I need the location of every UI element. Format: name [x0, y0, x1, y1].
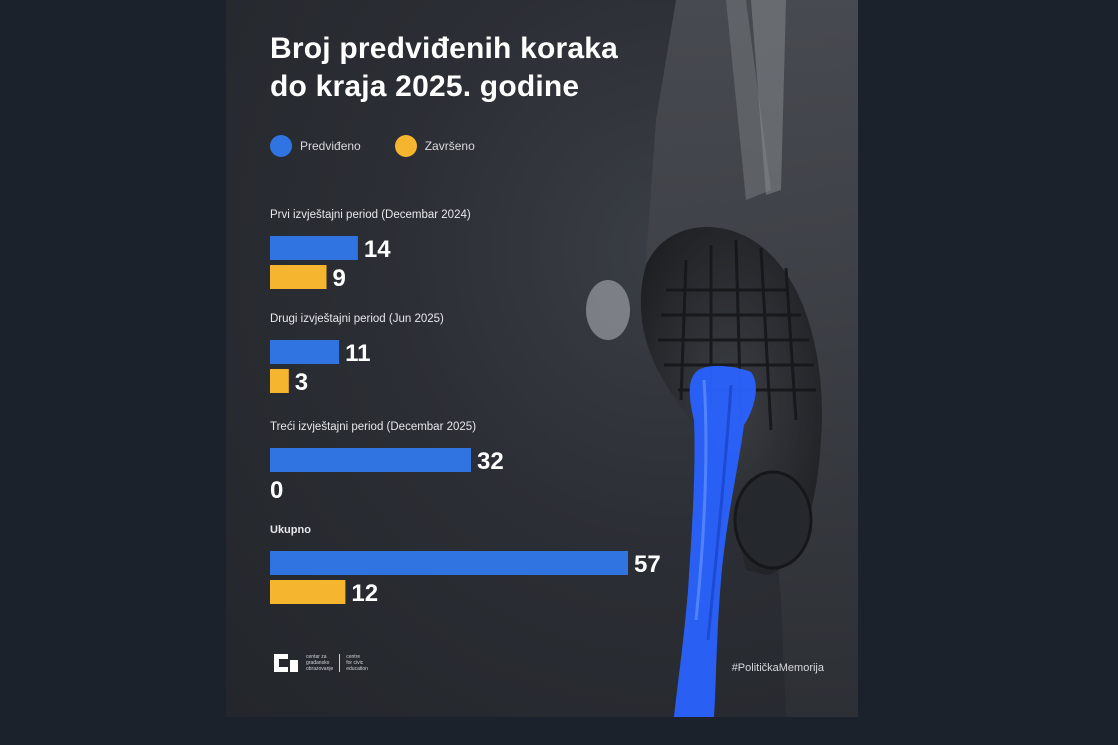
logo-divider: [339, 654, 341, 672]
org-name-en: centre for civic education: [346, 654, 368, 672]
hashtag: #PolitičkaMemorija: [731, 662, 824, 674]
category-label-treci-izvjestajni-period-decembar-2025: Treći izvještajni period (Decembar 2025): [270, 421, 476, 433]
title-line-2: do kraja 2025. godine: [270, 70, 580, 103]
bar-chart: Prvi izvještajni period (Decembar 2024) 1…: [270, 209, 661, 607]
value-label-predvi-eno-prvi-izvjestajni-period-decembar-2024: 14: [364, 236, 391, 263]
value-label-predvi-eno-ukupno: 57: [634, 551, 661, 578]
value-label-predvi-eno-treci-izvjestajni-period-decembar-2025: 32: [477, 448, 504, 475]
infographic-poster: Broj predviđenih koraka do kraja 2025. g…: [226, 0, 858, 717]
category-label-drugi-izvjestajni-period-jun-2025: Drugi izvještajni period (Jun 2025): [270, 313, 444, 325]
value-label-zavrseno-treci-izvjestajni-period-decembar-2025: 0: [270, 477, 283, 504]
chart-title: Broj predviđenih koraka do kraja 2025. g…: [270, 30, 690, 106]
legend-label: Završeno: [424, 139, 475, 153]
bar-predvi-eno-prvi-izvjestajni-period-decembar-2024: [270, 236, 358, 260]
value-label-zavrseno-ukupno: 12: [351, 580, 378, 607]
value-label-zavrseno-drugi-izvjestajni-period-jun-2025: 3: [295, 369, 308, 396]
bar-predvi-eno-drugi-izvjestajni-period-jun-2025: [270, 340, 340, 364]
bar-predvi-eno-ukupno: [270, 551, 628, 575]
value-label-predvi-eno-drugi-izvjestajni-period-jun-2025: 11: [345, 340, 370, 367]
legend-swatch-blue: [270, 135, 292, 157]
bar-zavrseno-drugi-izvjestajni-period-jun-2025: [270, 369, 289, 393]
bar-predvi-eno-treci-izvjestajni-period-decembar-2025: [270, 448, 471, 472]
category-label-ukupno: Ukupno: [270, 524, 311, 536]
category-label-prvi-izvjestajni-period-decembar-2024: Prvi izvještajni period (Decembar 2024): [270, 209, 471, 221]
legend-swatch-yellow: [394, 135, 417, 157]
title-line-1: Broj predviđenih koraka: [270, 32, 619, 65]
value-label-zavrseno-prvi-izvjestajni-period-decembar-2024: 9: [333, 265, 346, 292]
background-photo-shoe-with-gum: [586, 0, 858, 717]
legend-label: Predviđeno: [300, 139, 361, 153]
legend-item-zavrseno: Završeno: [394, 135, 475, 157]
legend: Predviđeno Završeno: [270, 134, 509, 158]
bar-zavrseno-prvi-izvjestajni-period-decembar-2024: [270, 265, 327, 289]
legend-item-predvideno: Predviđeno: [270, 135, 361, 157]
bar-zavrseno-ukupno: [270, 580, 346, 604]
organization-logo: centar za građansko obrazovanje centre f…: [270, 650, 368, 676]
org-name: centar za građansko obrazovanje: [306, 654, 334, 672]
cgo-logo-icon: [274, 654, 298, 672]
